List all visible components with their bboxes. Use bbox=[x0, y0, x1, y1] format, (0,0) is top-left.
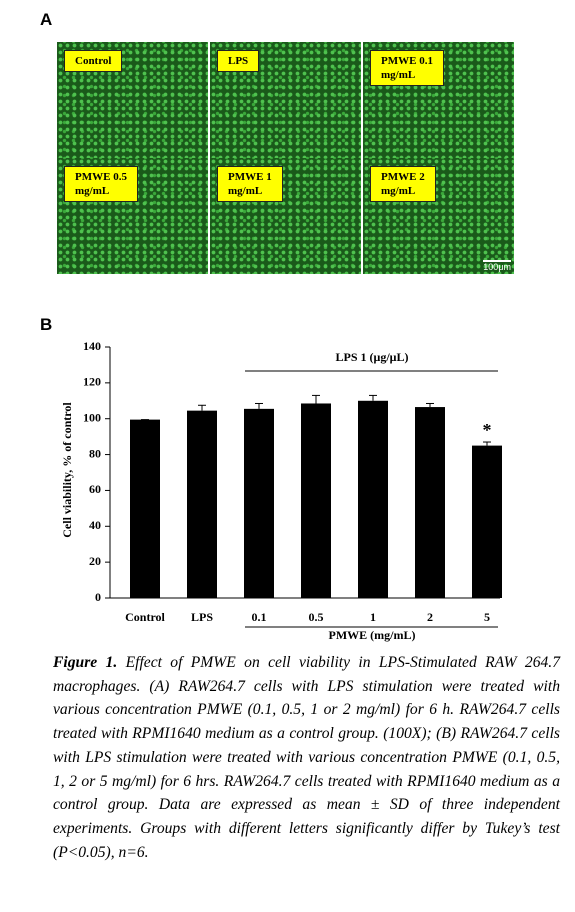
y-tick-label: 120 bbox=[83, 375, 101, 389]
image-label: LPS bbox=[217, 50, 260, 72]
significance-marker: * bbox=[483, 420, 492, 440]
y-tick-label: 20 bbox=[89, 554, 101, 568]
y-tick-label: 80 bbox=[89, 446, 101, 460]
chart: 0 20 40 60 80 100 120 140 Cell viability, % of c… bbox=[60, 339, 502, 642]
x-tick-label: 0.5 bbox=[309, 610, 324, 624]
bar bbox=[130, 419, 160, 598]
micrograph: LPS bbox=[210, 42, 361, 158]
y-tick-label: 140 bbox=[83, 339, 101, 353]
image-label: Control bbox=[64, 50, 123, 72]
caption: Figure 1. Effect of PMWE on cell viabili… bbox=[53, 651, 560, 864]
micrograph: PMWE 2 mg/mL 100μm bbox=[363, 158, 514, 274]
x-tick-label: 5 bbox=[484, 610, 490, 624]
micrograph: Control bbox=[57, 42, 208, 158]
bar bbox=[244, 408, 274, 598]
y-tick-label: 100 bbox=[83, 410, 101, 424]
x-tick-label: 0.1 bbox=[252, 610, 267, 624]
y-tick-label: 40 bbox=[89, 518, 101, 532]
x-tick-label: Control bbox=[125, 610, 165, 624]
x-tick-label: 1 bbox=[370, 610, 376, 624]
image-label: PMWE 0.5 mg/mL bbox=[64, 166, 138, 202]
bar bbox=[358, 400, 388, 598]
micrograph: PMWE 0.1 mg/mL bbox=[363, 42, 514, 158]
y-tick-label: 0 bbox=[95, 590, 101, 604]
panel-label: A bbox=[40, 10, 53, 29]
image-label: PMWE 0.1 mg/mL bbox=[370, 50, 444, 86]
x-axis-label: PMWE (mg/mL) bbox=[329, 628, 416, 642]
image-label: PMWE 1 mg/mL bbox=[217, 166, 283, 202]
x-tick-label: 2 bbox=[427, 610, 433, 624]
scale-bar: 100μm bbox=[483, 260, 511, 272]
bar bbox=[187, 410, 217, 598]
y-tick-label: 60 bbox=[89, 482, 101, 496]
bar bbox=[301, 403, 331, 598]
bar bbox=[415, 407, 445, 598]
panel-label: B bbox=[40, 315, 53, 334]
y-axis-label: Cell viability, % of control bbox=[60, 402, 74, 538]
caption-text: Effect of PMWE on cell viability in LPS-… bbox=[53, 654, 560, 861]
micrograph: PMWE 0.5 mg/mL bbox=[57, 158, 208, 274]
x-tick-label: LPS bbox=[191, 610, 213, 624]
image-label: PMWE 2 mg/mL bbox=[370, 166, 436, 202]
bracket-label: LPS 1 (μg/μL) bbox=[336, 350, 409, 364]
caption-label: Figure 1. bbox=[53, 654, 118, 671]
micrograph: PMWE 1 mg/mL bbox=[210, 158, 361, 274]
bar bbox=[472, 445, 502, 598]
